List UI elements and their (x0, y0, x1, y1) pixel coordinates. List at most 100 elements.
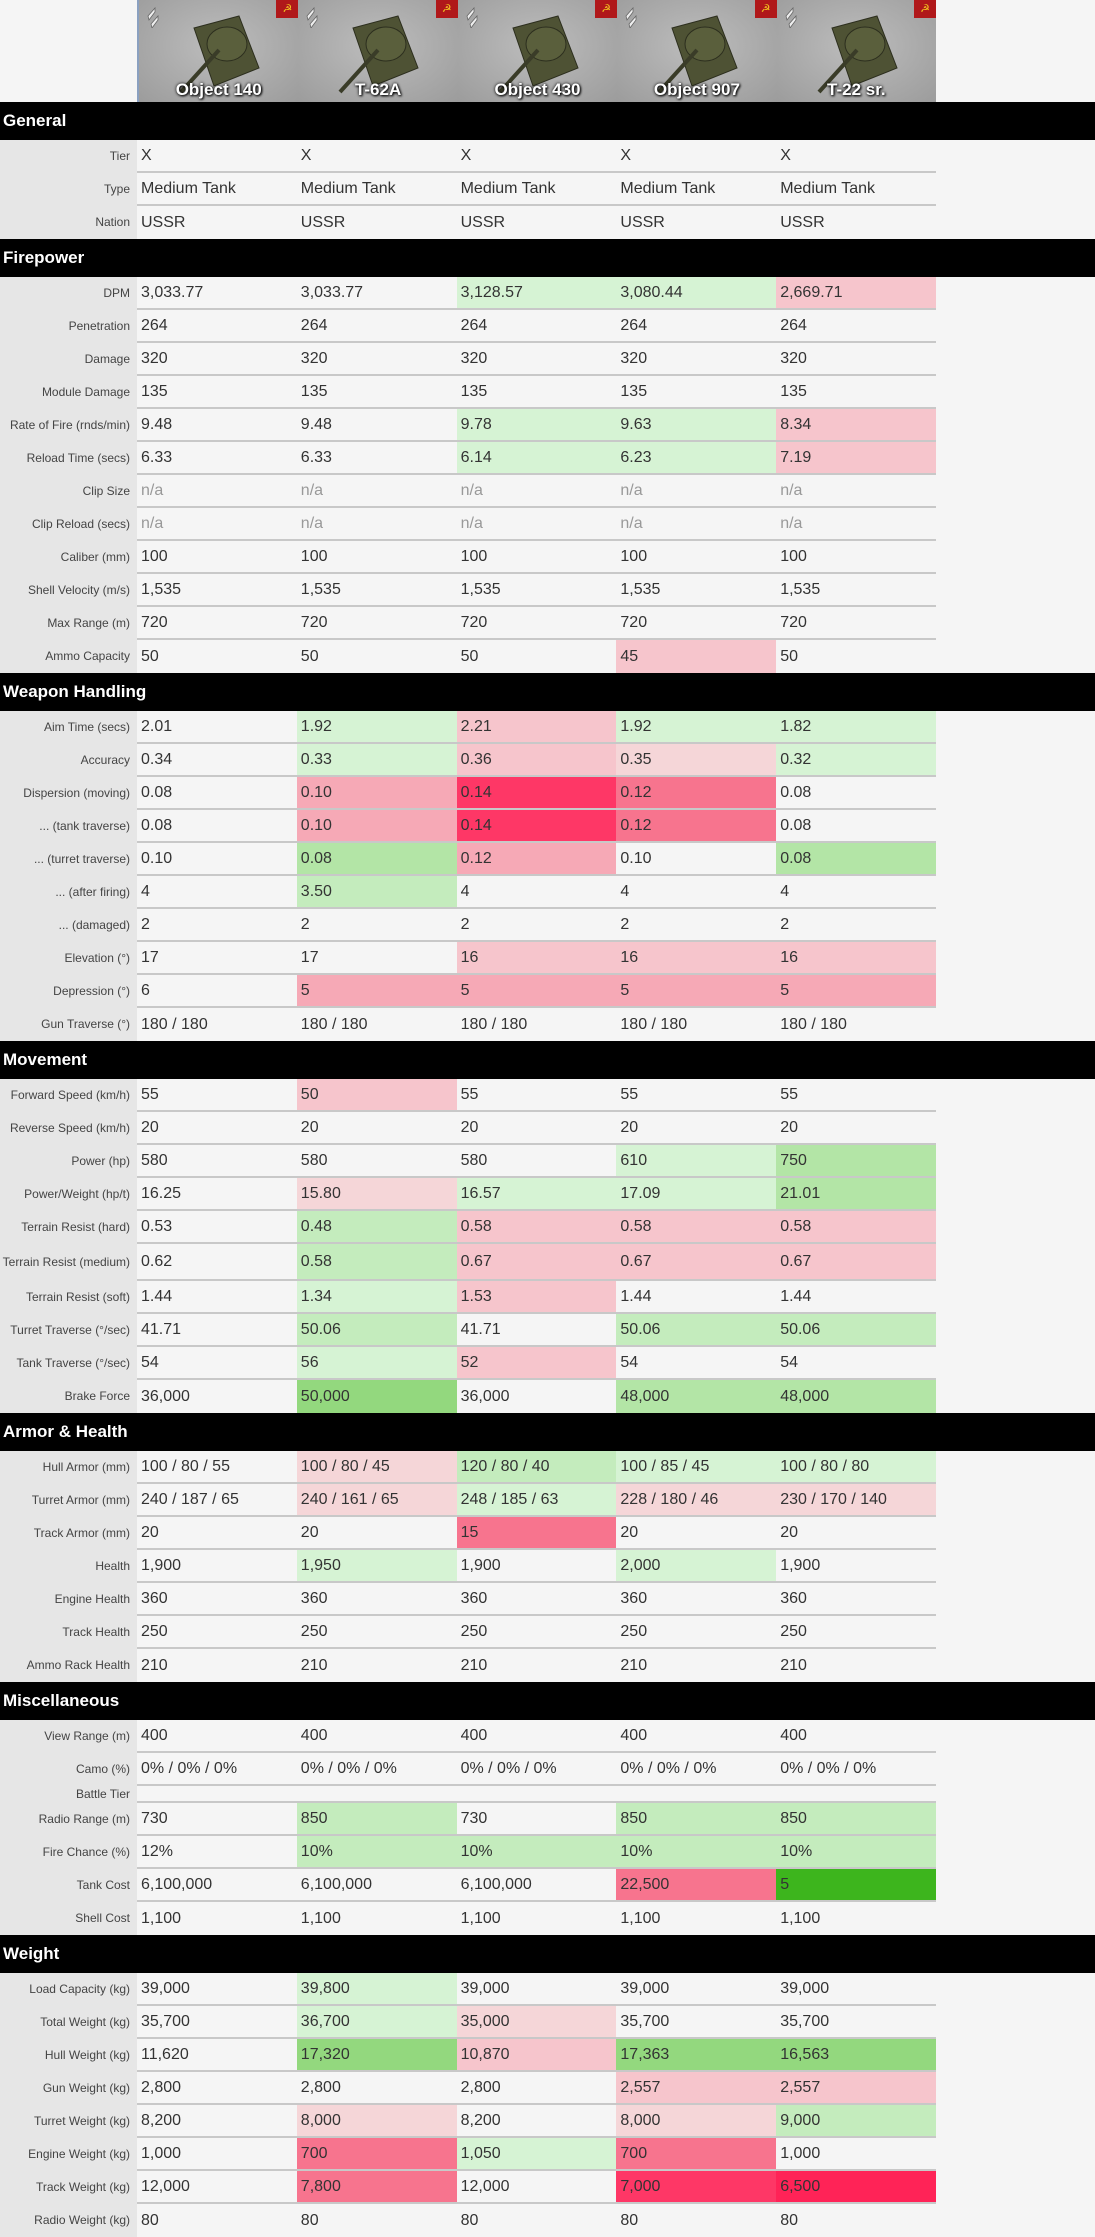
table-row: Depression (°) 6 5 5 5 5 (0, 975, 1095, 1008)
value-cell: n/a (456, 475, 617, 506)
tank-portrait[interactable]: ☭ T-22 sr. (776, 0, 937, 102)
tank-image-icon (657, 15, 738, 94)
value-cell: 360 (616, 1583, 777, 1614)
value-cell: 320 (296, 343, 457, 374)
table-row: Power/Weight (hp/t) 16.25 15.80 16.57 17.09 2… (0, 1178, 1095, 1211)
row-label: ... (after firing) (0, 876, 137, 909)
row-label: Terrain Resist (medium) (0, 1244, 137, 1281)
table-row: Total Weight (kg) 35,700 36,700 35,000 35,70… (0, 2006, 1095, 2039)
value-cell: n/a (137, 475, 297, 506)
value-cell: 50 (137, 640, 297, 673)
row-values: 39,000 39,800 39,000 39,000 39,000 (137, 1973, 936, 2006)
row-label: Engine Weight (kg) (0, 2138, 137, 2171)
value-cell: 250 (616, 1616, 777, 1647)
value-cell: 10,870 (456, 2039, 617, 2070)
value-cell: 54 (137, 1347, 297, 1378)
ussr-flag-icon: ☭ (595, 0, 618, 18)
table-row: Reload Time (secs) 6.33 6.33 6.14 6.23 7.19 (0, 442, 1095, 475)
row-label: Depression (°) (0, 975, 137, 1008)
value-cell (456, 1786, 617, 1801)
value-cell: 16 (616, 942, 777, 973)
value-cell: 0.67 (456, 1244, 617, 1279)
value-cell: 1,100 (776, 1902, 936, 1935)
value-cell: 850 (296, 1803, 457, 1834)
row-values: Medium Tank Medium Tank Medium Tank Medium … (137, 173, 936, 206)
value-cell: 6.33 (137, 442, 297, 473)
value-cell: 264 (296, 310, 457, 341)
row-values: 1,000 700 1,050 700 1,000 (137, 2138, 936, 2171)
table-row: Terrain Resist (medium) 0.62 0.58 0.67 0.67 0… (0, 1244, 1095, 1281)
row-values: 400 400 400 400 400 (137, 1720, 936, 1753)
row-label: Aim Time (secs) (0, 711, 137, 744)
value-cell: 400 (776, 1720, 936, 1751)
value-cell: 0% / 0% / 0% (616, 1753, 777, 1784)
value-cell: 250 (137, 1616, 297, 1647)
row-label: Ammo Capacity (0, 640, 137, 673)
value-cell: 264 (776, 310, 936, 341)
value-cell: 135 (296, 376, 457, 407)
value-cell: 4 (616, 876, 777, 907)
value-cell: n/a (137, 508, 297, 539)
tank-portrait[interactable]: ☭ Object 907 (617, 0, 777, 102)
table-row: Turret Traverse (°/sec) 41.71 50.06 41.71 50… (0, 1314, 1095, 1347)
value-cell: X (296, 140, 457, 171)
value-cell: 2,557 (616, 2072, 777, 2103)
value-cell: 0.58 (296, 1244, 457, 1279)
tank-image-icon (498, 15, 579, 94)
value-cell: 8,000 (616, 2105, 777, 2136)
row-values: 6.33 6.33 6.14 6.23 7.19 (137, 442, 936, 475)
value-cell: Medium Tank (137, 173, 297, 204)
value-cell: 0.12 (456, 843, 617, 874)
value-cell: n/a (296, 508, 457, 539)
value-cell: USSR (137, 206, 297, 239)
value-cell: 50 (296, 640, 457, 673)
value-cell: 228 / 180 / 46 (616, 1484, 777, 1515)
table-row: Tier X X X X X (0, 140, 1095, 173)
value-cell: X (616, 140, 777, 171)
value-cell: 50 (296, 1079, 457, 1110)
value-cell: 120 / 80 / 40 (456, 1451, 617, 1482)
row-label: Clip Size (0, 475, 137, 508)
row-label: Power/Weight (hp/t) (0, 1178, 137, 1211)
value-cell: 7.19 (776, 442, 936, 473)
value-cell: Medium Tank (776, 173, 936, 204)
value-cell: 0.08 (776, 843, 936, 874)
value-cell: 730 (456, 1803, 617, 1834)
table-row: Type Medium Tank Medium Tank Medium Tank Med… (0, 173, 1095, 206)
value-cell: 2,800 (137, 2072, 297, 2103)
value-cell: 135 (616, 376, 777, 407)
value-cell: 12% (137, 1836, 297, 1867)
tank-portrait[interactable]: ☭ Object 430 (457, 0, 618, 102)
value-cell: 1,100 (456, 1902, 617, 1935)
value-cell: 360 (456, 1583, 617, 1614)
table-row: Power (hp) 580 580 580 610 750 (0, 1145, 1095, 1178)
table-row: View Range (m) 400 400 400 400 400 (0, 1720, 1095, 1753)
value-cell: 1,535 (776, 574, 936, 605)
value-cell: 3,080.44 (616, 277, 777, 308)
table-row: ... (after firing) 4 3.50 4 4 4 (0, 876, 1095, 909)
table-row: Elevation (°) 17 17 16 16 16 (0, 942, 1095, 975)
value-cell: 20 (296, 1517, 457, 1548)
value-cell: 2,557 (776, 2072, 936, 2103)
value-cell: 0.62 (137, 1244, 297, 1279)
value-cell: 210 (456, 1649, 617, 1682)
value-cell: 8,200 (456, 2105, 617, 2136)
row-label: Track Weight (kg) (0, 2171, 137, 2204)
row-label: Power (hp) (0, 1145, 137, 1178)
row-values: n/a n/a n/a n/a n/a (137, 508, 936, 541)
value-cell: 20 (616, 1517, 777, 1548)
row-values: 3,033.77 3,033.77 3,128.57 3,080.44 2,669.71 (137, 277, 936, 310)
value-cell: 4 (776, 876, 936, 907)
value-cell: 700 (616, 2138, 777, 2169)
tank-portrait[interactable]: ☭ T-62A (298, 0, 458, 102)
row-label: Track Health (0, 1616, 137, 1649)
value-cell: 360 (137, 1583, 297, 1614)
tank-name: Object 140 (175, 80, 262, 99)
row-label: DPM (0, 277, 137, 310)
value-cell: 1.53 (456, 1281, 617, 1312)
tank-portrait[interactable]: ☭ Object 140 (139, 0, 299, 102)
value-cell: 1,950 (296, 1550, 457, 1581)
table-row: Load Capacity (kg) 39,000 39,800 39,000 39,0… (0, 1973, 1095, 2006)
row-values: 0.08 0.10 0.14 0.12 0.08 (137, 810, 936, 843)
value-cell: 17 (137, 942, 297, 973)
